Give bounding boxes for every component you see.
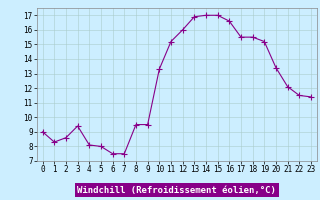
Text: Windchill (Refroidissement éolien,°C): Windchill (Refroidissement éolien,°C) [77,186,276,195]
